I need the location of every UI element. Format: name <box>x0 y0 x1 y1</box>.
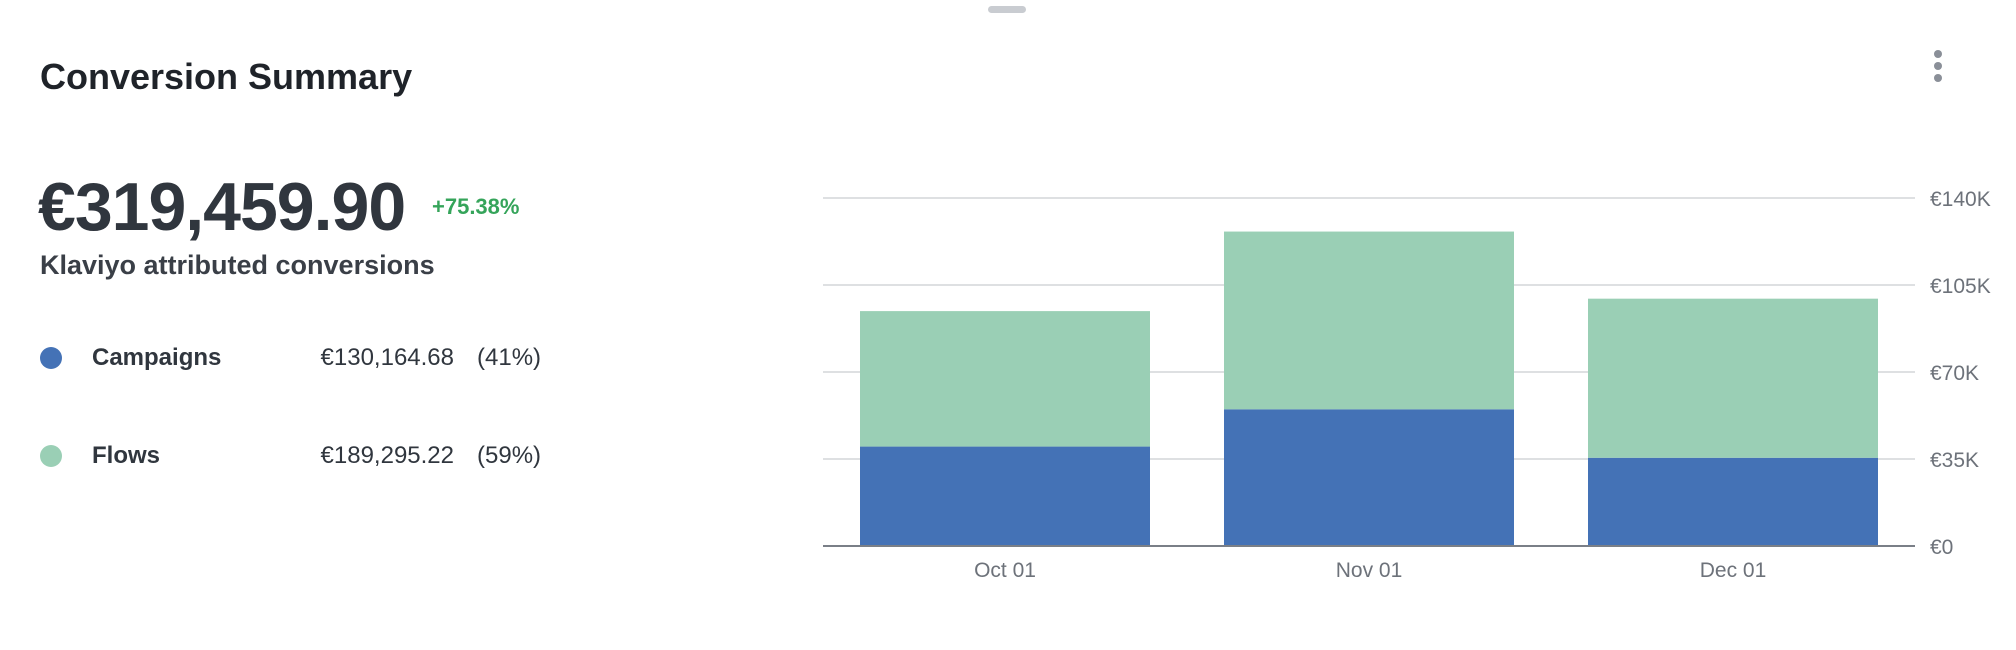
y-tick-label: €35K <box>1930 449 1979 472</box>
y-tick-label: €0 <box>1930 536 1953 559</box>
bar-flows-2 <box>1588 298 1878 458</box>
y-tick-label: €105K <box>1930 275 1991 298</box>
x-tick-label: Nov 01 <box>1336 559 1403 582</box>
bar-flows-0 <box>860 311 1150 447</box>
bar-campaigns-0 <box>860 446 1150 546</box>
kebab-dot <box>1934 62 1942 70</box>
card-title: Conversion Summary <box>40 56 413 97</box>
bar-flows-1 <box>1224 231 1514 410</box>
kebab-dot <box>1934 50 1942 58</box>
x-tick-label: Dec 01 <box>1700 559 1767 582</box>
legend-name: Flows <box>92 442 161 469</box>
kebab-dot <box>1934 74 1942 82</box>
flows-dot-icon <box>40 445 62 467</box>
legend-percentage: (41%) <box>477 344 542 371</box>
legend-value: €130,164.68 <box>320 344 454 371</box>
change-percentage: +75.38% <box>432 194 520 219</box>
total-conversions-value: €319,459.90 <box>38 169 406 245</box>
y-tick-label: €140K <box>1930 188 1991 211</box>
legend-item-flows: Flows €189,295.22 (59%) <box>40 436 560 476</box>
bar-campaigns-1 <box>1224 409 1514 546</box>
legend-name: Campaigns <box>92 344 222 371</box>
drag-handle[interactable] <box>988 6 1026 13</box>
legend-item-campaigns: Campaigns €130,164.68 (41%) <box>40 338 560 378</box>
y-tick-label: €70K <box>1930 362 1979 385</box>
summary-subtitle: Klaviyo attributed conversions <box>40 250 435 280</box>
more-options-icon[interactable] <box>1928 48 1948 84</box>
legend-percentage: (59%) <box>477 442 542 469</box>
bar-campaigns-2 <box>1588 457 1878 546</box>
x-tick-label: Oct 01 <box>974 559 1036 582</box>
legend-value: €189,295.22 <box>320 442 454 469</box>
campaigns-dot-icon <box>40 347 62 369</box>
